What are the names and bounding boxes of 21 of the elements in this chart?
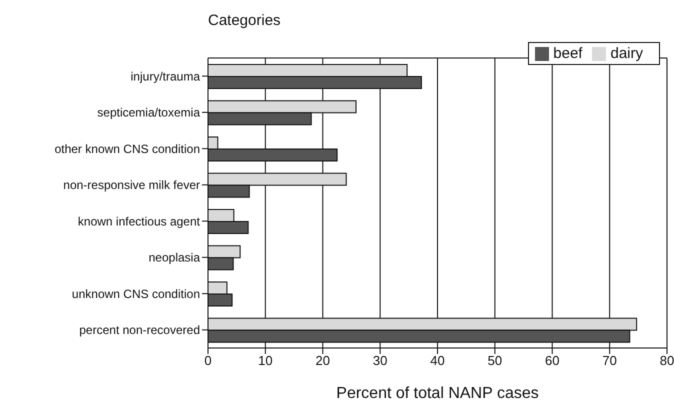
x-tick-label: 50 <box>488 353 502 368</box>
y-axis-title: Categories <box>208 12 281 29</box>
y-tick-label: non-responsive milk fever <box>63 178 200 192</box>
y-tick-label: known infectious agent <box>78 214 201 228</box>
x-tick-label: 10 <box>258 353 273 368</box>
legend-label: dairy <box>610 45 643 62</box>
y-tick-label: injury/trauma <box>130 69 200 84</box>
y-tick-label: percent non-recovered <box>79 323 200 338</box>
x-axis-title: Percent of total NANP cases <box>336 385 539 402</box>
x-tick-label: 40 <box>430 353 445 368</box>
x-tick-label: 60 <box>545 353 560 368</box>
x-tick-label: 30 <box>372 353 388 368</box>
y-tick-label: septicemia/toxemia <box>97 106 200 120</box>
legend-label: beef <box>553 45 582 62</box>
x-tick-label: 0 <box>204 353 212 368</box>
x-tick-label: 70 <box>602 353 617 368</box>
x-tick-label: 20 <box>316 353 330 368</box>
y-tick-label: other known CNS condition <box>54 142 200 156</box>
x-tick-label: 80 <box>660 353 674 368</box>
y-tick-label: neoplasia <box>148 250 200 265</box>
y-tick-label: unknown CNS condition <box>72 286 200 301</box>
